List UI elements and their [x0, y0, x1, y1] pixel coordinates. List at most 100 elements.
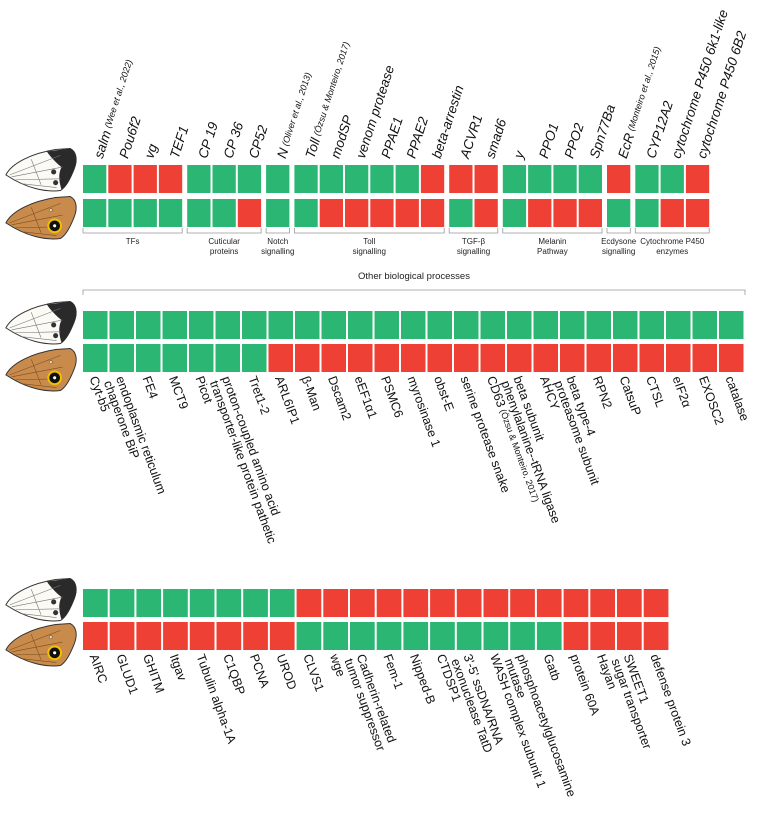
- gene-label: Itgav: [167, 652, 190, 683]
- expression-cell: [454, 311, 479, 339]
- expression-cell: [449, 199, 473, 227]
- label-text: UROD: [273, 652, 299, 691]
- expression-cell: [528, 165, 552, 193]
- label-text: N: [274, 146, 291, 160]
- group-label: signalling: [261, 247, 294, 256]
- label-text: C1QBP: [220, 652, 248, 697]
- expression-cell: [635, 165, 659, 193]
- expression-cell: [563, 589, 589, 617]
- label-text: ACVR1: [457, 113, 485, 161]
- expression-cell: [639, 344, 664, 372]
- expression-cell: [158, 165, 183, 193]
- expression-cell: [430, 589, 455, 617]
- gene-label: UROD: [273, 652, 299, 691]
- group-label: Melanin: [538, 237, 566, 246]
- label-line: Gatb: [540, 652, 562, 682]
- label-line: smad6: [482, 116, 509, 160]
- expression-cell: [108, 165, 132, 193]
- expression-cell: [269, 589, 295, 617]
- label-line: AIRC: [86, 652, 109, 685]
- label-text: EcR: [615, 131, 637, 160]
- expression-cell: [719, 344, 744, 372]
- expression-cell: [563, 622, 589, 650]
- gene-label: ARL6IP1: [272, 374, 302, 426]
- label-line: Tret1-2: [245, 374, 272, 416]
- label-line: CTSL: [643, 374, 667, 409]
- gene-label: β-Man: [298, 374, 323, 412]
- group-label: Pathway: [537, 247, 568, 256]
- label-line: Dscam2: [325, 374, 354, 422]
- white-wing: [5, 301, 77, 345]
- label-line: CLVS1: [300, 652, 326, 693]
- gene-label: EXOSC2: [696, 374, 727, 426]
- gene-label: TEF1: [167, 124, 191, 160]
- gene-label: PPO1: [536, 121, 561, 160]
- label-line: ARL6IP1: [272, 374, 302, 426]
- group-bracket: [448, 228, 499, 234]
- gene-label: PPO2: [561, 121, 587, 160]
- gene-label: Nipped-B: [407, 652, 438, 706]
- label-text: eIF2α: [669, 374, 693, 409]
- label-line: Fem-1: [380, 652, 406, 691]
- expression-cell: [215, 344, 240, 372]
- expression-cell: [474, 165, 498, 193]
- expression-cell: [586, 311, 611, 339]
- label-line: ACVR1: [457, 113, 485, 161]
- section-title: Other biological processes: [358, 271, 470, 282]
- gene-label: PPAE2: [403, 114, 431, 160]
- label-line: PPAE2: [403, 114, 431, 160]
- label-text: Dscam2: [325, 374, 354, 422]
- expression-cell: [237, 165, 262, 193]
- gene-label: smad6: [482, 116, 509, 160]
- expression-cell: [158, 199, 183, 227]
- expression-cell: [108, 199, 132, 227]
- expression-cell: [109, 344, 134, 372]
- expression-cell: [507, 344, 532, 372]
- expression-cell: [533, 311, 558, 339]
- group-label: TFs: [126, 237, 140, 246]
- label-text: CatsuP: [616, 374, 643, 417]
- expression-cell: [350, 622, 375, 650]
- expression-cell: [430, 622, 455, 650]
- label-text: PSMC6: [378, 374, 406, 419]
- gene-label: CLVS1: [300, 652, 326, 693]
- gene-label: CatsuP: [616, 374, 643, 417]
- expression-cell: [403, 622, 429, 650]
- expression-cell: [109, 622, 135, 650]
- expression-cell: [189, 311, 214, 339]
- label-line: TEF1: [167, 124, 191, 160]
- expression-cell: [295, 311, 320, 339]
- label-text: MCT9: [166, 374, 191, 411]
- expression-cell: [83, 589, 108, 617]
- expression-cell: [163, 622, 188, 650]
- gene-label: ACVR1: [457, 113, 485, 161]
- expression-cell: [242, 311, 267, 339]
- expression-cell: [162, 344, 187, 372]
- brown-wing: [5, 623, 77, 667]
- label-text: catalase: [722, 374, 751, 423]
- white-wing: [5, 148, 77, 192]
- expression-cell: [660, 199, 684, 227]
- expression-cell: [427, 344, 452, 372]
- label-line: GHITM: [140, 652, 167, 695]
- expression-cell: [635, 199, 659, 227]
- gene-label: eEF1α1: [351, 374, 379, 420]
- expression-cell: [136, 311, 161, 339]
- expression-cell: [617, 589, 642, 617]
- section-bracket: [82, 289, 746, 295]
- expression-cell: [639, 311, 664, 339]
- label-text: PCNA: [247, 652, 272, 690]
- expression-cell: [136, 622, 162, 650]
- expression-cell: [666, 311, 691, 339]
- expression-cell: [401, 344, 426, 372]
- expression-cell: [613, 344, 638, 372]
- expression-cell: [456, 589, 482, 617]
- expression-cell: [483, 589, 509, 617]
- expression-cell: [189, 344, 214, 372]
- expression-cell: [607, 199, 631, 227]
- group-label: enzymes: [656, 247, 688, 256]
- label-line: PPO1: [536, 121, 561, 160]
- expression-cell: [590, 589, 615, 617]
- group-bracket: [186, 228, 262, 234]
- expression-cell: [395, 199, 419, 227]
